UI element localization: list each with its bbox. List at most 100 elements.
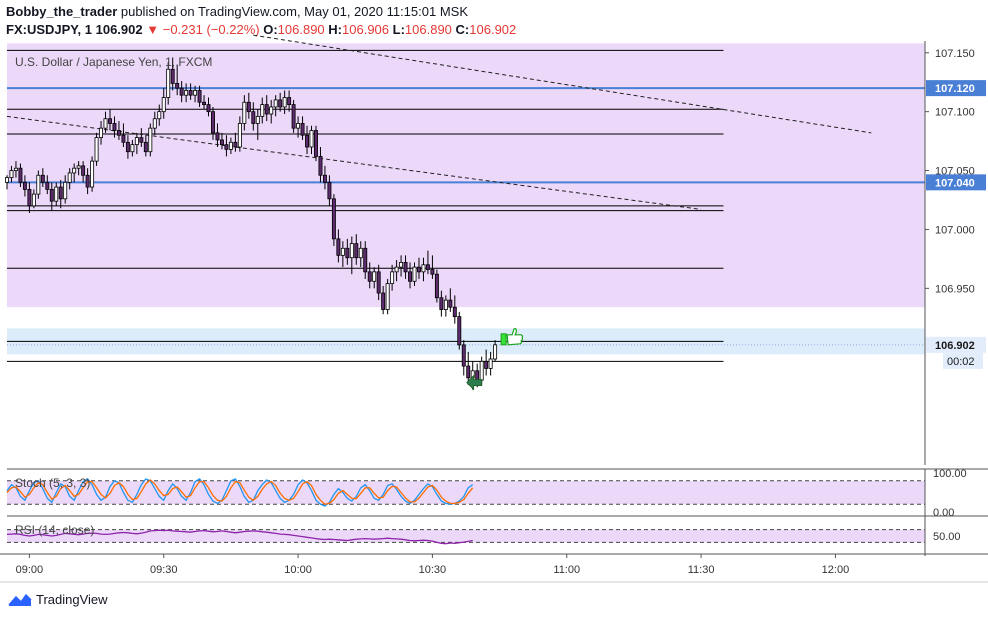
candle-body [251,111,256,124]
left-arrow-icon [466,374,483,391]
zone-0 [7,43,925,308]
trendline-0 [253,34,872,134]
ohlc-line: FX:USDJPY, 1 106.902 ▼ −0.231 (−0.22%) O… [6,22,516,37]
candle-body [367,271,372,282]
stoch-tick-label: 0.00 [933,507,954,519]
stoch-tick-label: 100.00 [933,468,967,480]
candle-body [443,299,448,310]
time-tick-label: 09:30 [150,564,178,576]
time-tick-label: 10:30 [419,564,447,576]
candle-body [287,97,292,105]
candle-body [488,358,493,369]
candle-body [331,198,336,240]
candle-body [13,167,18,171]
candle-body [27,188,32,207]
candle-body [179,87,184,96]
candle-body [430,269,435,275]
candle-body [376,271,381,294]
candle-body [385,283,390,310]
candle-body [300,123,305,136]
candle-body [493,344,498,360]
candle-body [291,104,296,129]
candle-body [314,130,318,157]
candle-body [358,247,363,259]
candle-body [134,137,139,146]
stoch-series-line [6,478,474,507]
low-label: L: [392,22,405,37]
price-tick-label: 107.150 [935,48,975,60]
candle-body [381,292,386,310]
candle-body [76,165,81,169]
candle-body [161,97,166,113]
candle-body [188,90,193,96]
candle-body [99,127,104,138]
candle-body [269,106,274,115]
candle-body [81,165,86,176]
candle-body [215,132,220,141]
candle-body [31,193,36,207]
trendline-1 [6,115,702,210]
candle-body [246,101,251,113]
candle-body [211,111,215,134]
candle-body [340,247,345,256]
candle-body [399,262,404,268]
price-tag-label: 106.902 [935,340,975,352]
candle-body [54,186,59,202]
stoch-title: Stoch (5, 3, 3) [15,476,90,490]
publish-line: Bobby_the_trader published on TradingVie… [6,4,468,19]
thumb-cuff [500,333,507,346]
price-change: −0.231 (−0.22%) [162,22,260,37]
time-tick-label: 11:30 [688,564,715,576]
price-tag-label: 107.120 [935,83,975,95]
candle-body [349,243,354,259]
candle-body [202,101,207,106]
candle-body [439,297,444,310]
price-tag-bg [926,174,986,191]
candle-body [197,90,202,103]
candle-body [309,130,314,148]
candle-body [5,177,9,183]
candle-body [148,127,153,153]
candle-body [260,104,265,117]
candle-body [336,238,341,256]
candle-body [296,123,301,129]
candle-body [9,170,14,179]
countdown-label: 00:02 [947,356,975,368]
last-price: 106.902 [95,22,143,37]
candle-body [184,90,189,96]
candle-body [425,264,430,270]
candle-body [36,174,41,195]
candle-body [434,273,439,299]
candle-body [421,264,426,273]
candle-body [94,137,99,162]
candle-body [394,266,399,273]
author-name[interactable]: Bobby_the_trader [6,4,118,19]
candle-body [363,247,368,273]
candle-body [461,344,466,367]
candle-body [452,306,457,317]
candle-body [18,167,23,183]
candle-body [372,271,377,282]
price-tag-bg [926,336,986,353]
footer-brand[interactable]: TradingView [8,592,108,607]
candle-body [103,118,108,129]
candle-body [408,271,412,282]
price-tick-label: 106.950 [935,283,975,295]
candle-body [157,111,162,120]
candle-body [152,118,157,129]
candle-body [457,316,462,346]
candle-body [318,156,323,176]
candle-body [116,130,121,136]
candle-body [85,174,90,188]
candle-body [255,115,260,124]
candle-body [112,123,117,131]
high-label: H: [328,22,343,37]
candle-body [90,160,95,188]
rsi-series-line [6,529,473,545]
main-chart-title: U.S. Dollar / Japanese Yen, 1, FXCM [15,55,212,69]
candle-body [219,139,224,146]
rsi-title: RSI (14, close) [15,523,94,537]
candle-body [278,99,283,108]
thumb-hand [506,328,524,346]
